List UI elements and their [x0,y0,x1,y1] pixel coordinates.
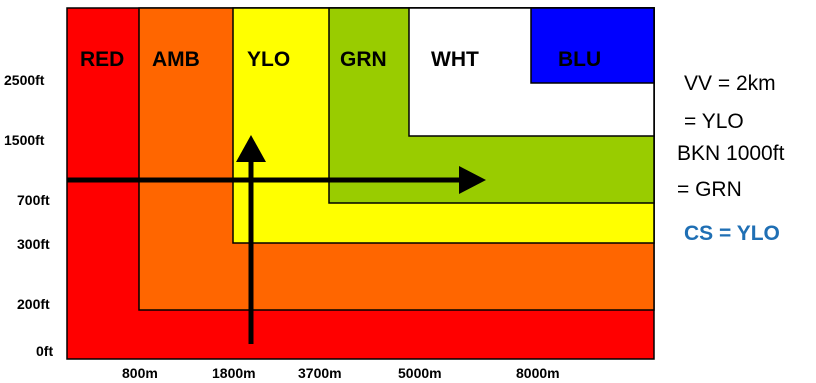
y-label-200ft: 200ft [17,296,50,312]
x-label-5000m: 5000m [398,365,442,381]
annotation-bkn-result: = GRN [677,178,742,202]
zone-label-wht: WHT [431,48,479,71]
x-label-8000m: 8000m [516,365,560,381]
zone-label-ylo: YLO [247,48,290,71]
annotation-bkn: BKN 1000ft [677,142,784,166]
zone-label-blu: BLU [558,48,601,71]
x-label-1800m: 1800m [212,365,256,381]
y-label-1500ft: 1500ft [4,132,45,148]
y-label-0ft: 0ft [36,343,53,359]
zone-blu-block [531,8,654,83]
annotation-vv: VV = 2km [684,72,776,96]
annotation-vv-result: = YLO [684,110,744,134]
x-label-800m: 800m [122,365,158,381]
zone-label-grn: GRN [340,48,387,71]
y-label-700ft: 700ft [17,192,50,208]
zone-label-red: RED [80,48,124,71]
y-label-2500ft: 2500ft [4,72,45,88]
x-label-3700m: 3700m [298,365,342,381]
zone-label-amb: AMB [152,48,200,71]
y-label-300ft: 300ft [17,236,50,252]
annotation-colour-state: CS = YLO [684,222,780,246]
